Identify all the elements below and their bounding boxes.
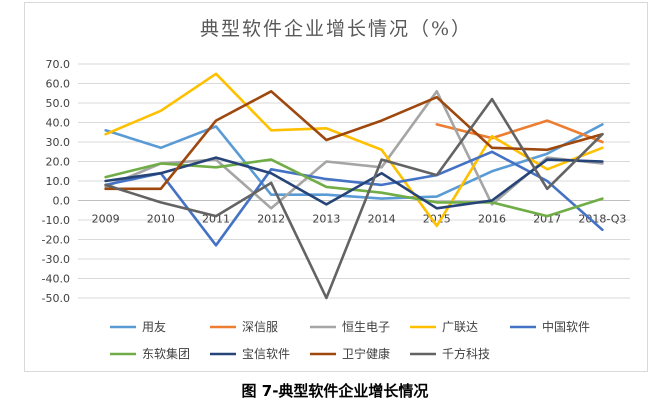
y-tick-label: -20.0 [42,234,70,247]
y-tick-label: 60.0 [46,78,71,91]
series-line-7 [104,90,604,191]
legend-label: 东软集团 [142,346,190,361]
x-tick-label: 2016 [478,213,506,226]
legend-label: 千方科技 [442,346,490,361]
y-tick-label: 20.0 [46,156,71,169]
figure-caption: 图 7-典型软件企业增长情况 [241,382,429,400]
x-tick-label: 2011 [202,213,230,226]
legend-label: 用友 [142,320,166,334]
x-tick-label: 2012 [257,213,285,226]
y-tick-label: 40.0 [46,117,71,130]
x-tick-label: 2010 [147,213,175,226]
axes: 70.0 60.0 50.0 40.0 30.0 20.0 10.0 0.0 -10.0 -20.… [42,58,630,305]
y-tick-label: -50.0 [42,292,70,305]
series-line-1 [435,119,604,144]
legend-label: 中国软件 [542,319,590,334]
legend-label: 卫宁健康 [342,346,390,361]
series-line-0 [104,123,604,200]
legend-label: 恒生电子 [342,320,390,334]
legend-label: 深信服 [242,320,278,334]
y-tick-label: -10.0 [42,214,70,227]
x-tick-label: 2009 [92,213,120,226]
series-line-6 [104,156,604,210]
x-tick-label: 2017 [533,213,561,226]
legend-label: 广联达 [442,320,478,334]
chart-title: 典型软件企业增长情况（%） [199,18,473,40]
series-lines [104,72,604,300]
y-tick-label: 30.0 [46,136,71,149]
y-tick-label: -30.0 [42,253,70,266]
y-tick-label: 10.0 [46,175,71,188]
x-tick-label: 2014 [368,213,396,226]
legend-label: 宝信软件 [242,347,290,361]
series-line-3 [104,72,604,228]
x-tick-label: 2013 [312,213,340,226]
y-tick-label: 70.0 [46,58,71,71]
y-tick-label: 50.0 [46,97,71,110]
x-tick-label: 2018-Q3 [578,213,626,226]
series-line-8 [104,97,604,300]
y-tick-label: -40.0 [42,273,70,286]
y-tick-label: 0.0 [53,195,71,208]
